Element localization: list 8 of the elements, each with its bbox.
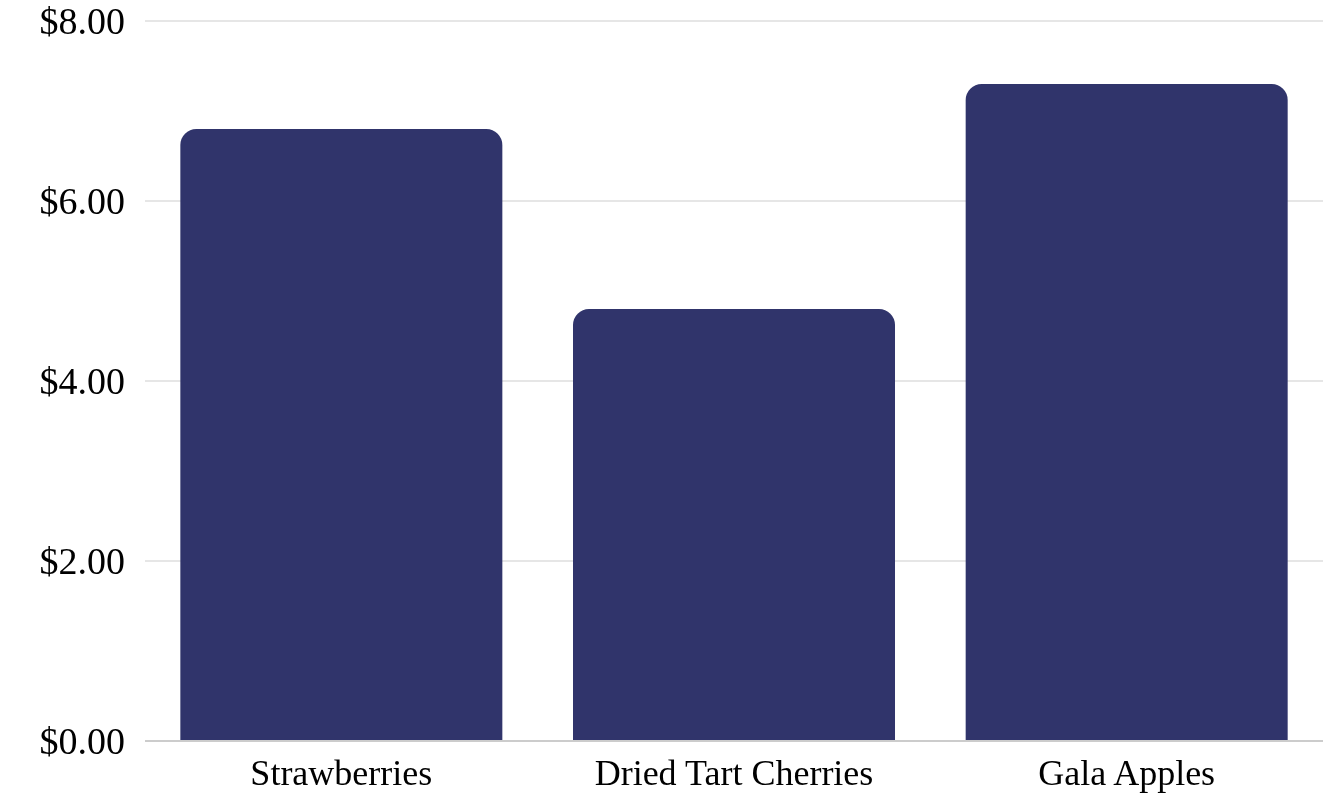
y-tick-label: $4.00 (39, 360, 125, 403)
y-tick-label: $0.00 (39, 720, 125, 763)
x-tick-label: Gala Apples (1038, 752, 1216, 793)
y-tick-label: $6.00 (39, 180, 125, 223)
x-tick-label: Dried Tart Cherries (594, 752, 874, 793)
y-tick-label: $2.00 (39, 540, 125, 583)
y-tick-label: $8.00 (39, 0, 125, 43)
x-tick-label: Strawberries (250, 752, 433, 793)
